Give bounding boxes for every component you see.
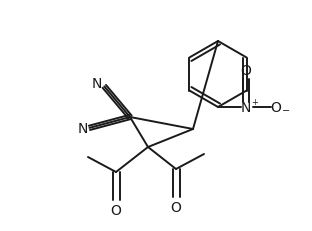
Text: N: N [241, 100, 251, 115]
Text: N: N [92, 77, 102, 91]
Text: O: O [110, 203, 121, 217]
Text: N: N [77, 121, 88, 135]
Text: −: − [282, 106, 290, 116]
Text: O: O [241, 64, 251, 78]
Text: O: O [171, 200, 182, 214]
Text: O: O [271, 100, 281, 115]
Text: +: + [251, 98, 258, 107]
